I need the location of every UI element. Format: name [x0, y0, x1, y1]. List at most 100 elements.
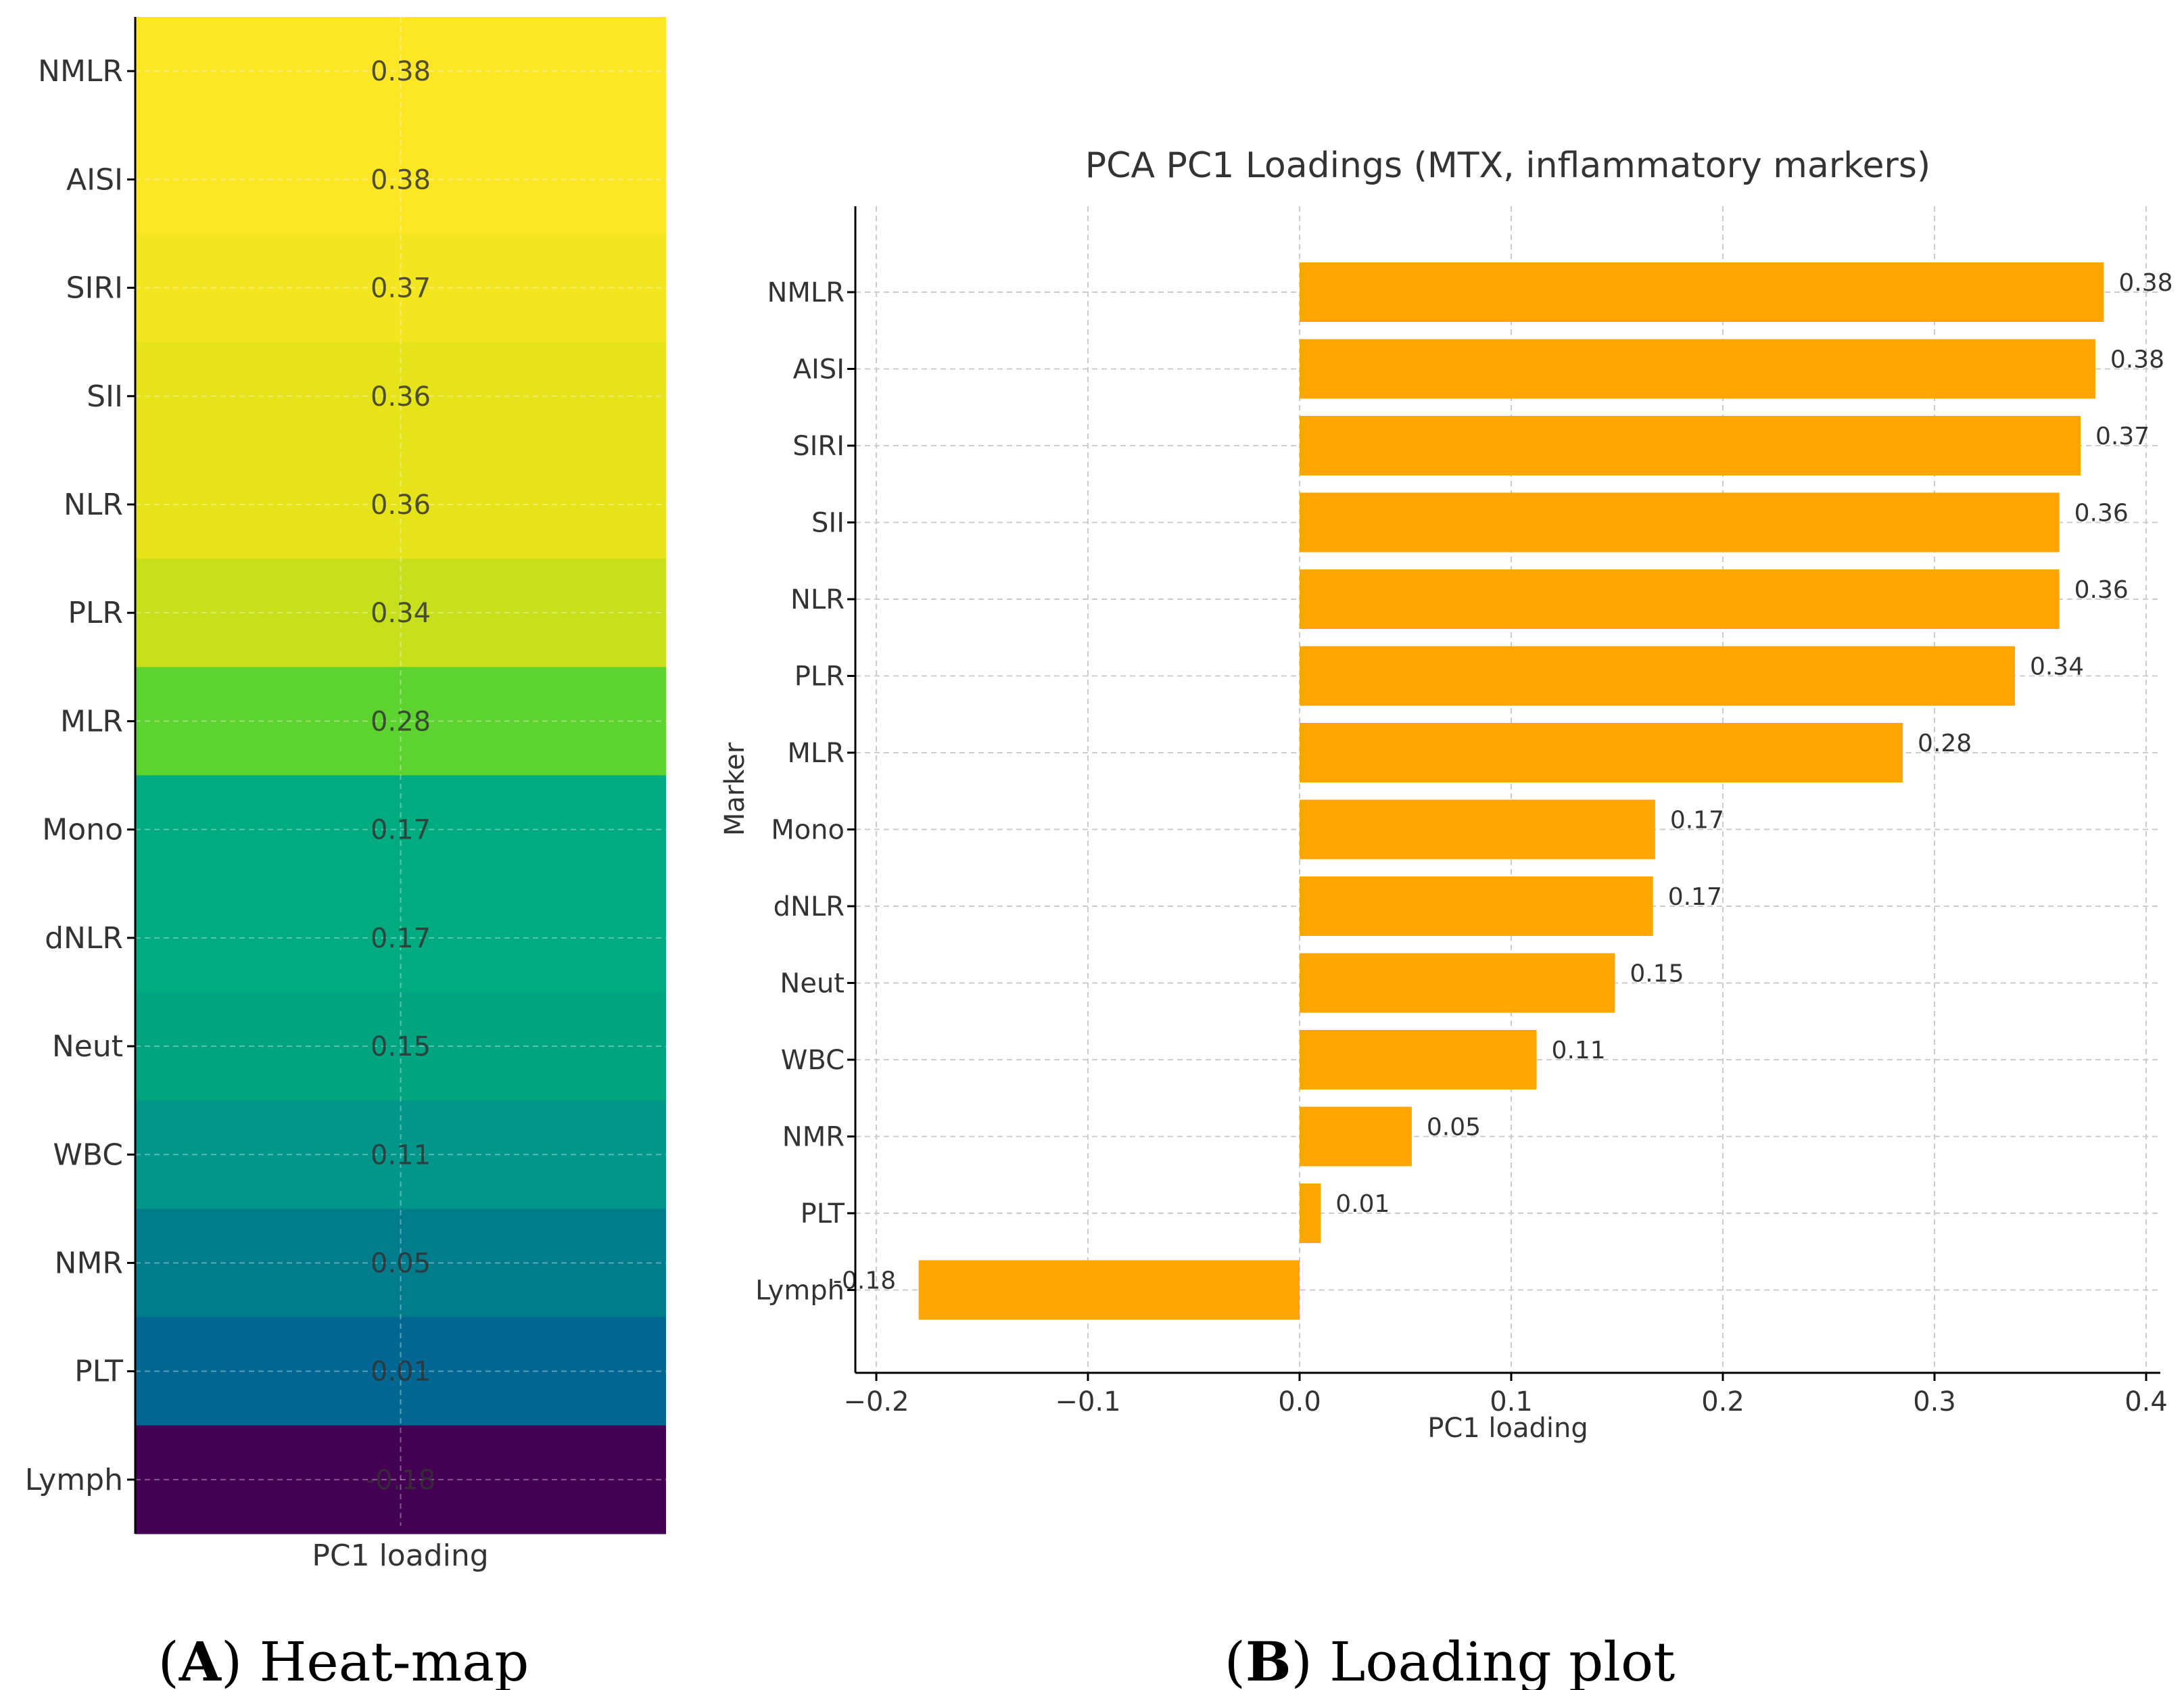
heatmap-cell	[135, 883, 666, 993]
caption-a-text: Heat-map	[242, 1630, 529, 1690]
bar	[1300, 339, 2095, 399]
bar	[1300, 492, 2060, 553]
y-tick-label: PLT	[801, 1198, 845, 1229]
heatmap-value-label: 0.38	[371, 56, 431, 87]
heatmap-value-label: 0.17	[371, 923, 431, 954]
heatmap-row-label: MLR	[60, 704, 123, 738]
heatmap-row-label: Neut	[52, 1029, 123, 1064]
heatmap-row-label: PLR	[68, 596, 123, 630]
loading-plot-y-label: Marker	[719, 742, 751, 836]
caption-b-letter: B	[1245, 1630, 1291, 1690]
caption-a: (A) Heat-map	[158, 1630, 529, 1690]
heatmap-value-label: 0.05	[371, 1248, 431, 1279]
bar	[1300, 799, 1655, 860]
heatmap-row-label: NLR	[64, 488, 123, 522]
heatmap-value-label: 0.36	[371, 490, 431, 521]
heatmap-row-label: dNLR	[45, 921, 123, 956]
y-tick-label: Neut	[780, 968, 845, 1000]
heatmap-panel: NMLR AISI SIRI SII NLR PLR MLR Mono dNLR Neut WBC N…	[25, 17, 666, 1573]
heatmap-value-label: -0.18	[366, 1465, 436, 1496]
heatmap-cell	[135, 559, 666, 667]
bar	[1300, 1106, 1412, 1167]
y-tick-label: PLR	[794, 661, 845, 693]
heatmap-cell	[135, 991, 666, 1101]
bar	[1300, 723, 1903, 782]
heatmap-value-label: 0.38	[371, 164, 431, 195]
heatmap-row-label: NMR	[55, 1246, 123, 1280]
caption-a-letter: A	[179, 1630, 222, 1690]
bar-value-label: 0.28	[1918, 730, 1972, 757]
y-tick-label: dNLR	[774, 891, 845, 922]
bar-value-label: -0.18	[833, 1267, 896, 1295]
bar	[1300, 569, 2060, 629]
heatmap-row-label: SIRI	[66, 271, 123, 306]
y-tick-label: MLR	[787, 738, 845, 769]
heatmap-row-label: AISI	[66, 162, 123, 197]
bar	[1300, 1030, 1537, 1089]
heatmap-value-label: 0.34	[371, 598, 431, 629]
y-tick-label: NMR	[782, 1122, 845, 1153]
heatmap-value-label: 0.37	[371, 273, 431, 304]
bar	[918, 1260, 1300, 1320]
x-tick-label: 0.2	[1701, 1386, 1744, 1417]
loading-plot-x-label: PC1 loading	[1427, 1413, 1588, 1444]
heatmap-value-label: 0.15	[371, 1031, 431, 1062]
heatmap-row-label: NMLR	[38, 54, 123, 89]
x-tick-label: 0.1	[1490, 1386, 1533, 1417]
caption-b-text: Loading plot	[1312, 1630, 1675, 1690]
heatmap-value-label: 0.36	[371, 381, 431, 413]
bar	[1300, 646, 2015, 706]
y-tick-label: Lymph	[755, 1275, 845, 1307]
y-tick-label: AISI	[793, 354, 845, 385]
y-tick-label: Mono	[771, 815, 845, 846]
bar-value-label: 0.17	[1668, 883, 1722, 911]
heatmap-row-label: PLT	[74, 1355, 123, 1389]
bar-value-label: 0.17	[1670, 807, 1724, 835]
heatmap-cell	[135, 775, 666, 885]
heatmap-cell	[135, 342, 666, 451]
heatmap-value-label: 0.28	[371, 706, 431, 737]
y-tick-label: SIRI	[792, 431, 845, 462]
heatmap-row-label: Lymph	[25, 1463, 123, 1497]
heatmap-row-label: WBC	[53, 1137, 123, 1172]
bar	[1300, 262, 2104, 322]
bar-value-label: 0.15	[1630, 960, 1684, 988]
heatmap-cell	[135, 450, 666, 559]
y-tick-label: NLR	[790, 584, 845, 615]
x-tick-label: 0.3	[1913, 1386, 1956, 1417]
loading-plot-panel: NMLR AISI SIRI SII NLR PLR MLR Mono dNLR Neut WBC N…	[719, 145, 2173, 1444]
loading-plot-title: PCA PC1 Loadings (MTX, inflammatory mark…	[1085, 145, 1930, 186]
bar	[1300, 876, 1653, 936]
heatmap-row-label: Mono	[42, 813, 123, 847]
heatmap-row-label: SII	[87, 379, 123, 414]
bar-value-label: 0.05	[1427, 1114, 1481, 1142]
heatmap-cell	[135, 233, 666, 343]
bar	[1300, 953, 1615, 1013]
heatmap-value-label: 0.01	[371, 1357, 431, 1388]
bar-value-label: 0.11	[1552, 1037, 1606, 1064]
bar-value-label: 0.34	[2030, 653, 2084, 681]
bar-value-label: 0.36	[2074, 500, 2129, 527]
heatmap-cell	[135, 1317, 666, 1426]
bar-value-label: 0.01	[1335, 1190, 1390, 1218]
heatmap-cell	[135, 125, 666, 234]
bar-value-label: 0.38	[2110, 346, 2164, 374]
y-tick-label: NMLR	[767, 277, 845, 308]
x-tick-label: −0.2	[843, 1386, 909, 1417]
x-tick-label: 0.0	[1278, 1386, 1321, 1417]
heatmap-cell	[135, 1425, 666, 1534]
bar-value-label: 0.38	[2118, 269, 2173, 297]
caption-b: (B) Loading plot	[1225, 1630, 1676, 1690]
heatmap-cell	[135, 1208, 666, 1318]
bar-value-label: 0.37	[2095, 423, 2150, 450]
heatmap-cell	[135, 17, 666, 126]
heatmap-cell	[135, 667, 666, 776]
x-tick-label: −0.1	[1055, 1386, 1120, 1417]
heatmap-value-label: 0.11	[371, 1140, 431, 1171]
bar-value-label: 0.36	[2074, 576, 2129, 604]
heatmap-value-label: 0.17	[371, 815, 431, 846]
bar	[1300, 416, 2081, 475]
heatmap-cell	[135, 1100, 666, 1209]
heatmap-x-label: PC1 loading	[312, 1539, 488, 1573]
